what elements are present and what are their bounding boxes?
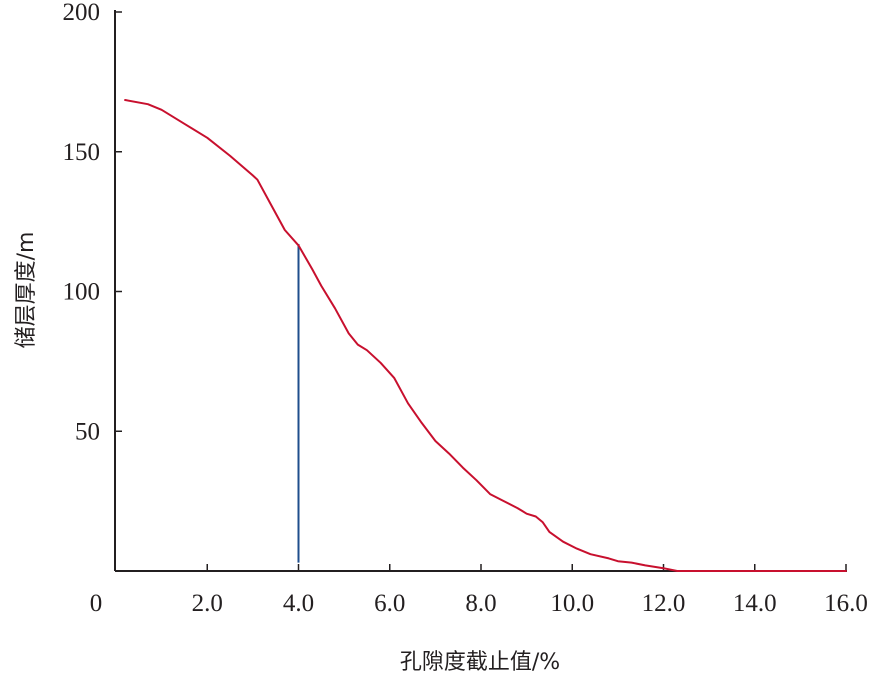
- y-tick-label: 150: [63, 139, 101, 166]
- x-tick-label: 10.0: [550, 590, 594, 617]
- x-tick-label: 16.0: [824, 590, 868, 617]
- x-tick-label: 8.0: [465, 590, 496, 617]
- y-axis-title: 储层厚度/m: [14, 232, 39, 349]
- origin-label: 0: [90, 590, 103, 617]
- x-tick-label: 2.0: [192, 590, 223, 617]
- x-tick-label: 6.0: [374, 590, 405, 617]
- axes: [114, 10, 847, 572]
- plot-area: [124, 99, 847, 572]
- x-tick-label: 4.0: [283, 590, 314, 617]
- tick-labels: 2.0 4.0 6.0 8.0 10.0 12.0 14.0 16.0 50 100 150 200 0: [63, 0, 868, 617]
- x-tick-label: 12.0: [642, 590, 686, 617]
- y-tick-label: 50: [75, 418, 100, 445]
- series-line: [124, 99, 847, 572]
- ticks: [115, 11, 847, 571]
- x-tick-label: 14.0: [733, 590, 777, 617]
- y-tick-label: 100: [63, 279, 101, 306]
- y-tick-label: 200: [63, 0, 101, 26]
- x-axis-title: 孔隙度截止值/%: [400, 650, 560, 675]
